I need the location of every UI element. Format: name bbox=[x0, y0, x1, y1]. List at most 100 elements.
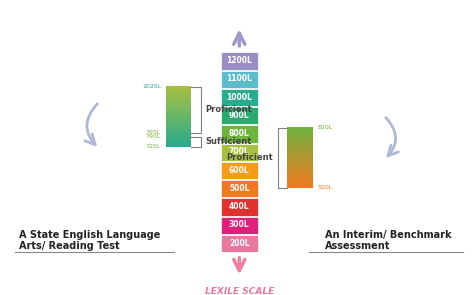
Text: 300L: 300L bbox=[229, 220, 250, 229]
Text: An Interim/ Benchmark
Assessment: An Interim/ Benchmark Assessment bbox=[325, 230, 452, 251]
Bar bbox=[166, 100, 191, 102]
Bar bbox=[166, 88, 191, 90]
Bar bbox=[287, 134, 313, 135]
Text: 1100L: 1100L bbox=[227, 74, 252, 83]
Bar bbox=[287, 145, 313, 147]
Bar bbox=[166, 136, 191, 138]
Bar bbox=[287, 127, 313, 129]
Bar bbox=[287, 150, 313, 152]
Bar bbox=[287, 162, 313, 164]
Bar bbox=[166, 103, 191, 105]
FancyBboxPatch shape bbox=[220, 217, 258, 234]
Bar bbox=[287, 159, 313, 161]
FancyBboxPatch shape bbox=[220, 107, 258, 124]
Bar bbox=[287, 179, 313, 181]
Text: Sufficient: Sufficient bbox=[205, 137, 252, 146]
Bar bbox=[287, 137, 313, 138]
Bar bbox=[166, 122, 191, 124]
Bar bbox=[166, 110, 191, 112]
Bar bbox=[166, 133, 191, 135]
Bar bbox=[166, 119, 191, 121]
Text: 800L: 800L bbox=[229, 129, 250, 138]
Bar bbox=[166, 112, 191, 114]
Bar bbox=[287, 182, 313, 183]
Text: 820L: 820L bbox=[318, 125, 333, 130]
Bar bbox=[287, 149, 313, 150]
FancyBboxPatch shape bbox=[220, 53, 258, 70]
Bar bbox=[287, 176, 313, 177]
Bar bbox=[166, 144, 191, 145]
Bar bbox=[287, 174, 313, 176]
Bar bbox=[166, 124, 191, 126]
Bar bbox=[287, 173, 313, 174]
Bar bbox=[287, 170, 313, 171]
Bar bbox=[287, 165, 313, 167]
Bar bbox=[166, 115, 191, 117]
Bar bbox=[287, 130, 313, 132]
Text: A State English Language
Arts/ Reading Test: A State English Language Arts/ Reading T… bbox=[19, 230, 161, 251]
Bar bbox=[166, 104, 191, 106]
Bar bbox=[166, 95, 191, 97]
Bar bbox=[287, 183, 313, 185]
FancyBboxPatch shape bbox=[220, 198, 258, 216]
Bar bbox=[166, 125, 191, 127]
Bar bbox=[287, 156, 313, 158]
Bar bbox=[166, 101, 191, 103]
Bar bbox=[166, 121, 191, 123]
Bar bbox=[166, 117, 191, 118]
Text: 1000L: 1000L bbox=[227, 93, 252, 102]
Bar bbox=[287, 160, 313, 162]
Bar bbox=[287, 158, 313, 159]
Bar bbox=[166, 127, 191, 129]
Bar bbox=[287, 177, 313, 179]
Bar bbox=[287, 129, 313, 131]
FancyBboxPatch shape bbox=[220, 89, 258, 106]
Text: 600L: 600L bbox=[229, 165, 250, 175]
Bar bbox=[166, 118, 191, 120]
Bar bbox=[166, 114, 191, 115]
Bar bbox=[287, 141, 313, 143]
Text: 790L: 790L bbox=[146, 135, 161, 140]
Bar bbox=[166, 137, 191, 139]
Text: LEXILE SCALE: LEXILE SCALE bbox=[205, 287, 274, 295]
Bar bbox=[287, 185, 313, 186]
Text: 900L: 900L bbox=[229, 111, 250, 120]
Text: 795L: 795L bbox=[146, 130, 161, 135]
FancyBboxPatch shape bbox=[220, 125, 258, 143]
Bar bbox=[287, 144, 313, 146]
Bar bbox=[166, 140, 191, 142]
Bar bbox=[166, 86, 191, 88]
Bar bbox=[166, 135, 191, 136]
Bar bbox=[287, 171, 313, 173]
Text: 200L: 200L bbox=[229, 239, 250, 248]
Bar bbox=[166, 129, 191, 130]
Bar bbox=[166, 94, 191, 96]
Bar bbox=[287, 135, 313, 137]
Bar bbox=[287, 132, 313, 134]
Text: Proficient: Proficient bbox=[227, 153, 273, 162]
Bar bbox=[287, 142, 313, 144]
Bar bbox=[166, 91, 191, 93]
FancyBboxPatch shape bbox=[220, 235, 258, 252]
Text: 725L: 725L bbox=[146, 144, 161, 149]
Bar bbox=[166, 142, 191, 144]
Text: 500L: 500L bbox=[229, 184, 249, 193]
Bar bbox=[166, 132, 191, 133]
Bar bbox=[166, 97, 191, 99]
Bar bbox=[166, 89, 191, 91]
Bar bbox=[287, 155, 313, 156]
Bar bbox=[166, 109, 191, 111]
Bar bbox=[166, 145, 191, 147]
Text: 700L: 700L bbox=[229, 147, 250, 156]
Text: 1200L: 1200L bbox=[227, 56, 252, 65]
Text: 520L: 520L bbox=[318, 186, 333, 191]
Bar bbox=[287, 140, 313, 141]
Text: 400L: 400L bbox=[229, 202, 250, 211]
Text: Proficient: Proficient bbox=[205, 105, 252, 114]
Bar bbox=[166, 107, 191, 109]
Bar bbox=[287, 152, 313, 153]
Bar bbox=[287, 180, 313, 182]
Bar bbox=[287, 153, 313, 155]
Bar bbox=[287, 167, 313, 168]
Bar bbox=[166, 130, 191, 132]
